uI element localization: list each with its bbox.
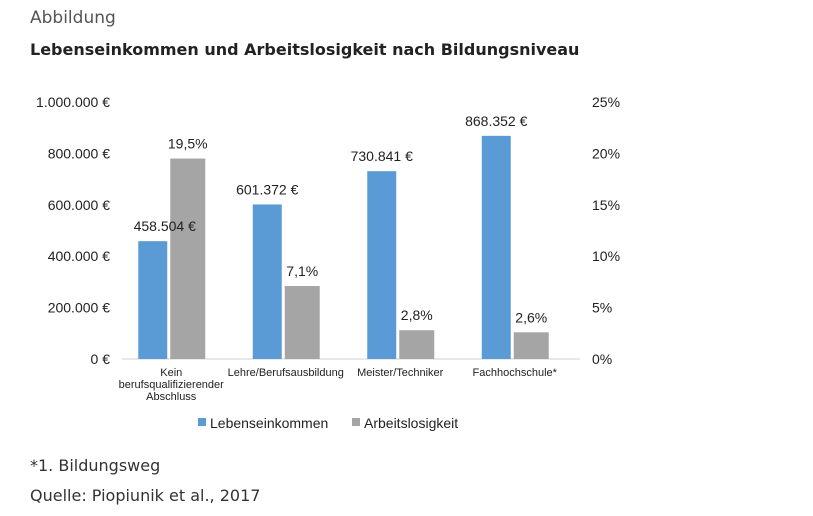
data-label-arbeitslosigkeit: 2,8%	[401, 307, 433, 323]
y-left-tick-label: 400.000 €	[48, 248, 110, 264]
x-category-label: Meister/Techniker	[357, 367, 444, 379]
y-right-tick-label: 10%	[592, 248, 620, 264]
bar-lebenseinkommen	[138, 241, 168, 359]
y-left-tick-label: 1.000.000 €	[36, 94, 110, 110]
x-category-label: Kein	[160, 367, 182, 379]
x-category-label: berufsqualifizierender	[119, 379, 225, 391]
y-right-tick-label: 15%	[592, 197, 620, 213]
bar-lebenseinkommen	[252, 204, 282, 359]
bar-arbeitslosigkeit	[513, 332, 549, 359]
bar-arbeitslosigkeit	[284, 286, 320, 359]
x-category-label: Lehre/Berufsausbildung	[228, 367, 344, 379]
figure-label: Abbildung	[30, 8, 116, 28]
footnote: *1. Bildungsweg	[30, 456, 161, 475]
legend-label-arbeitslosigkeit: Arbeitslosigkeit	[364, 415, 458, 431]
chart-title: Lebenseinkommen und Arbeitslosigkeit nac…	[30, 40, 580, 59]
bar-lebenseinkommen	[481, 135, 511, 359]
data-label-lebenseinkommen: 730.841 €	[351, 148, 413, 164]
x-category-label: Abschluss	[146, 391, 197, 403]
y-right-tick-label: 5%	[592, 300, 612, 316]
combo-bar-chart: 0 € 200.000 € 400.000 € 600.000 € 800.000 € 1…	[36, 94, 620, 431]
legend-label-lebenseinkommen: Lebenseinkommen	[210, 415, 328, 431]
legend-swatch-arbeitslosigkeit	[352, 418, 360, 426]
bar-lebenseinkommen	[367, 171, 397, 359]
y-right-tick-label: 0%	[592, 351, 612, 367]
data-label-arbeitslosigkeit: 7,1%	[286, 263, 318, 279]
bar-arbeitslosigkeit	[170, 158, 206, 359]
bar-arbeitslosigkeit	[399, 330, 435, 359]
data-label-lebenseinkommen: 458.504 €	[134, 218, 196, 234]
data-label-lebenseinkommen: 868.352 €	[465, 113, 527, 129]
y-left-tick-label: 600.000 €	[48, 197, 110, 213]
y-right-tick-label: 20%	[592, 145, 620, 161]
source-note: Quelle: Piopiunik et al., 2017	[30, 486, 261, 505]
y-right-tick-label: 25%	[592, 94, 620, 110]
y-left-tick-label: 800.000 €	[48, 145, 110, 161]
y-left-tick-label: 0 €	[91, 351, 111, 367]
data-label-arbeitslosigkeit: 19,5%	[168, 136, 208, 152]
y-left-tick-label: 200.000 €	[48, 300, 110, 316]
legend-swatch-lebenseinkommen	[198, 418, 206, 426]
x-category-label: Fachhochschule*	[473, 367, 558, 379]
data-label-lebenseinkommen: 601.372 €	[236, 181, 298, 197]
data-label-arbeitslosigkeit: 2,6%	[515, 309, 547, 325]
